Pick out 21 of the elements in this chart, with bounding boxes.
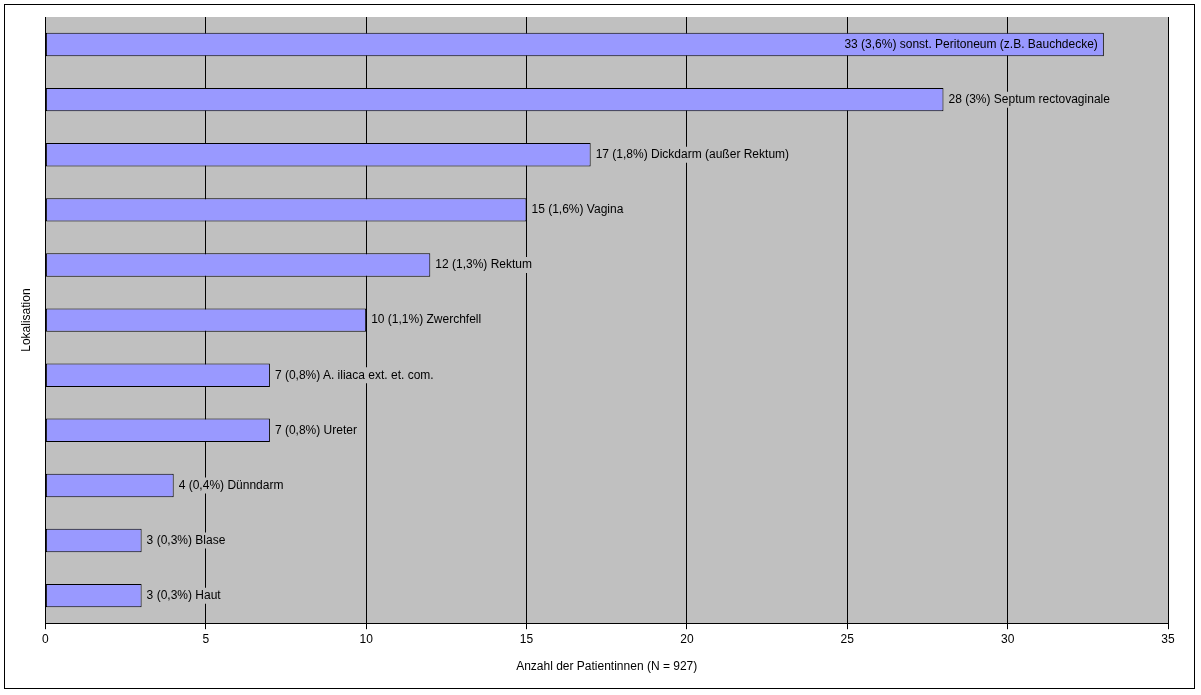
x-tick-label: 10 [359, 631, 374, 646]
data-label: 3 (0,3%) Blase [146, 532, 226, 547]
x-tick-label: 5 [202, 631, 210, 646]
data-label: 10 (1,1%) Zwerchfell [371, 312, 482, 327]
x-tick-label: 15 [519, 631, 534, 646]
x-tick-label: 20 [680, 631, 694, 646]
data-label: 4 (0,4%) Dünndarm [178, 477, 284, 492]
data-label: 17 (1,8%) Dickdarm (außer Rektum) [595, 147, 790, 162]
data-label: 3 (0,3%) Haut [146, 587, 222, 602]
x-tick-label: 30 [1000, 631, 1015, 646]
data-label: 28 (3%) Septum rectovaginale [948, 91, 1111, 106]
x-axis-title: Anzahl der Patientinnen (N = 927) [516, 659, 698, 674]
x-tick-label: 25 [840, 631, 855, 646]
data-label: 33 (3,6%) sonst. Peritoneum (z.B. Bauchdecke) [844, 36, 1098, 51]
data-label: 12 (1,3%) Rektum [435, 257, 532, 272]
data-label: 15 (1,6%) Vagina [531, 202, 624, 217]
data-label: 7 (0,8%) Ureter [274, 422, 357, 437]
data-label: 7 (0,8%) A. iliaca ext. et. com. [274, 367, 434, 382]
x-tick-label: 0 [42, 631, 50, 646]
y-axis-title: Lokalisation [18, 288, 33, 352]
x-tick-label: 35 [1161, 631, 1175, 646]
